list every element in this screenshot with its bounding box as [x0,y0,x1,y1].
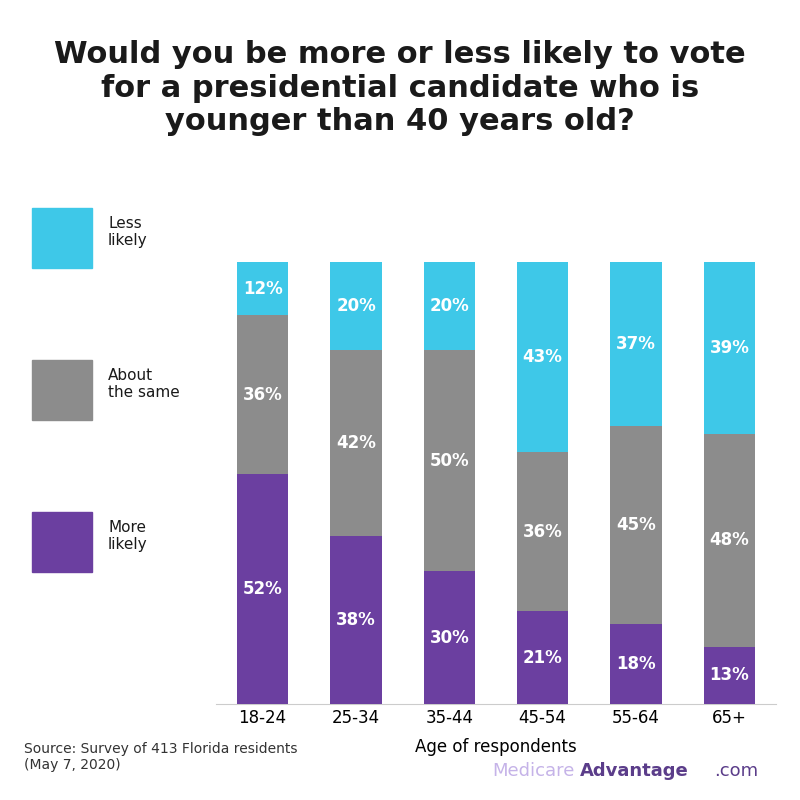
Bar [424,571,475,704]
Bar [610,426,662,625]
Text: Less
likely: Less likely [108,216,148,248]
Text: Would you be more or less likely to vote
for a presidential candidate who is
you: Would you be more or less likely to vote… [54,40,746,136]
Bar [330,262,382,350]
Bar [704,434,755,646]
Bar [237,262,288,315]
Bar [330,350,382,536]
Text: 36%: 36% [242,386,282,404]
Text: 12%: 12% [242,280,282,298]
Bar [237,315,288,474]
Bar [330,536,382,704]
Text: 21%: 21% [522,649,562,666]
Text: 13%: 13% [710,666,750,684]
Bar [610,262,662,426]
Text: 50%: 50% [430,452,469,470]
Bar [704,646,755,704]
Bar [237,474,288,704]
Text: 30%: 30% [430,629,470,646]
Text: .com: .com [714,762,758,780]
Text: 38%: 38% [336,611,376,629]
Bar [704,262,755,434]
Text: 37%: 37% [616,335,656,353]
Bar [517,452,568,611]
Text: 43%: 43% [522,348,562,366]
Bar [610,625,662,704]
Text: 36%: 36% [522,522,562,541]
Text: 45%: 45% [616,516,656,534]
Text: 42%: 42% [336,434,376,452]
Bar [424,262,475,350]
Text: Source: Survey of 413 Florida residents
(May 7, 2020): Source: Survey of 413 Florida residents … [24,742,298,772]
Bar [517,611,568,704]
Text: 52%: 52% [242,580,282,598]
Text: 20%: 20% [336,298,376,315]
Text: Advantage: Advantage [580,762,689,780]
X-axis label: Age of respondents: Age of respondents [415,738,577,756]
Text: 20%: 20% [430,298,470,315]
Text: About
the same: About the same [108,368,180,400]
Text: Medicare: Medicare [492,762,574,780]
Text: More
likely: More likely [108,520,148,552]
Text: 39%: 39% [710,339,750,358]
Bar [517,262,568,452]
Bar [424,350,475,571]
Text: 48%: 48% [710,531,750,550]
Text: 18%: 18% [616,655,656,674]
